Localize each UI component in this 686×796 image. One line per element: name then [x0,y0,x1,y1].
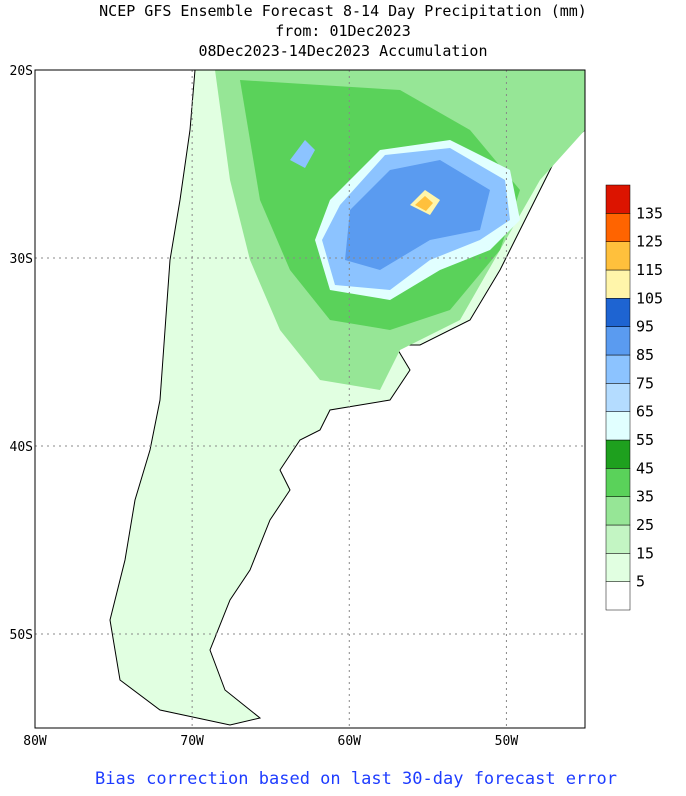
lat-label: 20S [10,64,33,79]
legend: 5 15 25 35 45 55 65 75 85 95 105 115 125 135 [605,184,663,611]
legend-swatch [605,496,631,526]
issued: from: 01Dec2023 [275,22,410,40]
legend-swatch [605,213,631,242]
precip-blue-west [290,140,315,168]
legend-label: 105 [636,289,663,307]
legend-label: 5 [636,573,645,591]
map-frame [34,69,586,729]
title: NCEP GFS Ensemble Forecast 8-14 Day Prec… [99,2,587,20]
footer: Bias correction based on last 30-day for… [95,769,617,789]
legend-label: 75 [636,374,654,392]
legend-swatch [605,241,631,271]
legend-label: 115 [636,261,663,279]
legend-swatch [605,524,631,554]
lat-label: 40S [10,440,33,455]
legend-swatch [605,354,631,384]
precip-85 [345,160,490,270]
legend-swatch [605,439,631,469]
legend-label: 35 [636,488,654,506]
legend-swatch [605,184,631,214]
legend-swatch [605,581,631,611]
lon-label: 60W [338,734,362,749]
lat-label: 30S [10,252,33,267]
legend-swatch [605,326,631,356]
precip-115 [415,196,433,211]
legend-label: 15 [636,544,654,562]
legend-label: 25 [636,516,654,534]
lon-label: 50W [495,734,519,749]
legend-swatch [605,553,631,582]
legend-label: 125 [636,233,663,251]
lon-label: 70W [180,734,204,749]
legend-label: 65 [636,403,654,421]
legend-swatch [605,411,631,441]
map [35,69,586,728]
legend-swatch [605,383,631,412]
legend-swatch [605,269,631,299]
legend-swatch [605,468,631,497]
period: 08Dec2023-14Dec2023 Accumulation [199,42,488,60]
legend-label: 135 [636,204,663,222]
legend-label: 95 [636,318,654,336]
legend-label: 55 [636,431,654,449]
legend-swatch [605,298,631,327]
legend-label: 85 [636,346,654,364]
lat-label: 50S [10,628,33,643]
legend-label: 45 [636,459,654,477]
lon-label: 80W [23,734,47,749]
